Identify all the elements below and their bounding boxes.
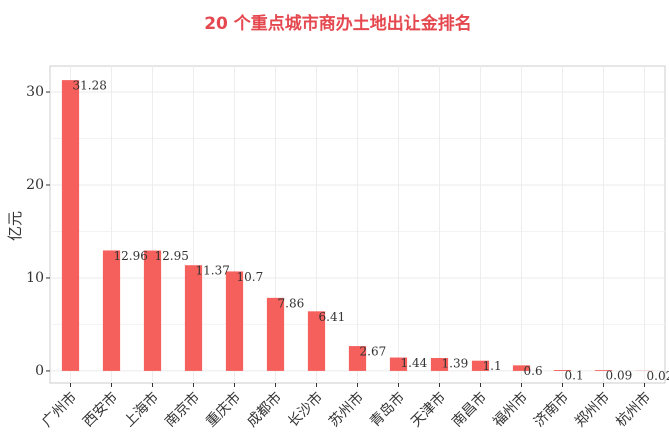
x-tick-label: 福州市 [489, 389, 531, 431]
x-tick-label: 济南市 [530, 389, 572, 431]
x-tick-label: 青岛市 [366, 389, 408, 431]
data-label: 11.37 [196, 264, 230, 278]
data-label: 1.39 [442, 356, 469, 370]
bar [348, 346, 367, 371]
data-label: 7.86 [278, 296, 305, 310]
data-label: 12.96 [114, 249, 148, 263]
x-tick-label: 重庆市 [202, 389, 244, 431]
y-tick-label: 10 [26, 270, 44, 286]
data-label: 0.1 [565, 368, 584, 382]
bar [512, 365, 531, 371]
y-tick-label: 0 [35, 363, 44, 379]
bar [102, 250, 121, 371]
bar [553, 369, 572, 371]
data-label: 1.1 [483, 359, 502, 373]
bar [225, 271, 244, 371]
bar [430, 357, 449, 371]
data-label: 12.95 [155, 249, 189, 263]
bar [266, 297, 285, 371]
x-tick-label: 郑州市 [571, 389, 613, 431]
data-label: 0.09 [606, 369, 633, 383]
x-tick-label: 成都市 [243, 389, 285, 431]
data-label: 0.6 [524, 364, 543, 378]
chart-title: 20 个重点城市商办土地出让金排名 [204, 13, 472, 34]
x-tick-label: 上海市 [120, 389, 162, 431]
x-tick-label: 南京市 [161, 389, 203, 431]
x-tick-label: 广州市 [38, 389, 80, 431]
x-tick-label: 长沙市 [284, 389, 326, 431]
bar [184, 265, 203, 371]
data-label: 6.41 [319, 310, 346, 324]
data-label: 31.28 [73, 79, 107, 93]
data-label: 2.67 [360, 345, 387, 359]
y-axis-title: 亿元 [6, 211, 24, 241]
y-tick-label: 20 [26, 177, 44, 193]
data-label: 1.44 [401, 356, 428, 370]
data-label: 10.7 [237, 270, 264, 284]
bar [307, 311, 326, 371]
x-tick-label: 南昌市 [448, 389, 490, 431]
bar [594, 370, 613, 371]
x-tick-label: 苏州市 [325, 389, 367, 431]
bar [61, 80, 80, 371]
data-label: 0.02 [647, 369, 669, 383]
x-tick-label: 天津市 [407, 389, 449, 431]
bar [471, 360, 490, 371]
bar [389, 357, 408, 371]
y-tick-label: 30 [26, 84, 44, 100]
bar [143, 250, 162, 371]
x-tick-label: 杭州市 [612, 389, 654, 431]
x-tick-label: 西安市 [79, 389, 121, 431]
